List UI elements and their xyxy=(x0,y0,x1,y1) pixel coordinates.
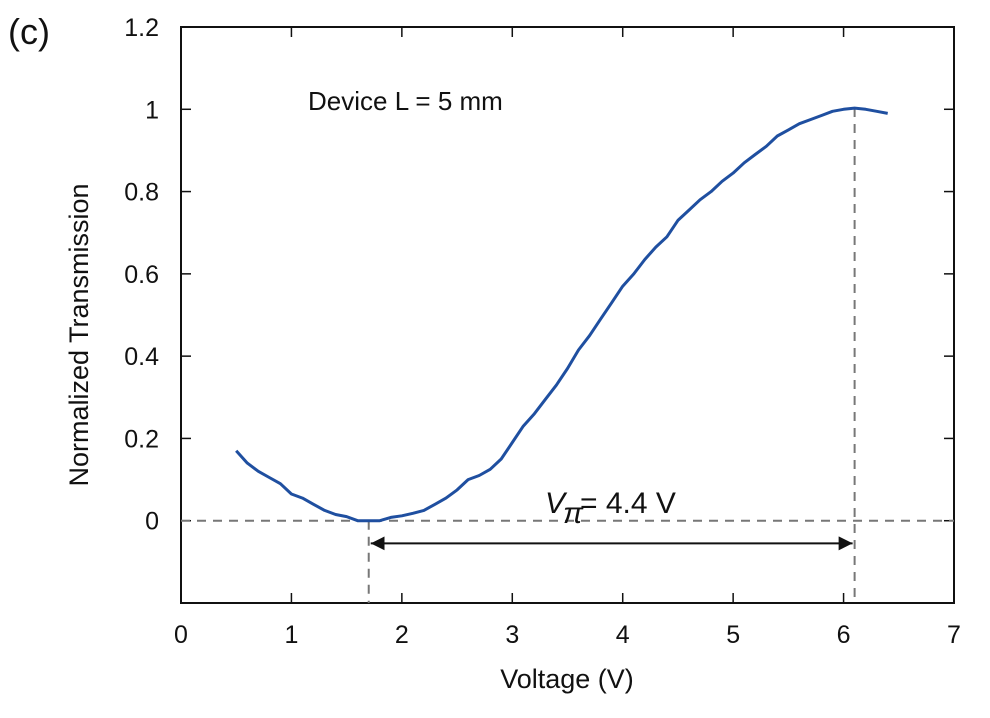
vpi-symbol: V xyxy=(545,487,568,520)
reference-lines xyxy=(181,108,954,603)
y-tick-label: 0.2 xyxy=(124,425,159,453)
y-tick-label: 1 xyxy=(145,96,159,124)
x-tick-label: 6 xyxy=(837,621,851,649)
y-tick-label: 0 xyxy=(145,508,159,536)
x-tick-label: 4 xyxy=(616,621,630,649)
device-annotation: Device L = 5 mm xyxy=(308,86,503,116)
x-tick-label: 5 xyxy=(726,621,740,649)
x-tick-label: 0 xyxy=(174,621,188,649)
x-tick-label: 2 xyxy=(395,621,409,649)
y-axis-label: Normalized Transmission xyxy=(64,183,94,486)
x-tick-label: 1 xyxy=(284,621,298,649)
y-tick-label: 0.6 xyxy=(124,261,159,289)
transmission-series-line xyxy=(235,106,888,523)
panel-label: (c) xyxy=(8,11,50,52)
plot-frame xyxy=(180,26,955,604)
y-tick-label: 1.2 xyxy=(124,14,159,42)
ticks-group: 0 1 2 3 4 5 6 7 0 0.2 0.4 0.6 0.8 1 1.2 xyxy=(124,14,961,649)
x-axis-label: Voltage (V) xyxy=(500,664,634,694)
x-tick-label: 7 xyxy=(947,621,961,649)
vpi-annotation: V π = 4.4 V xyxy=(545,487,676,530)
vpi-value: = 4.4 V xyxy=(580,487,676,520)
vpi-subscript: π xyxy=(563,497,584,530)
y-tick-label: 0.4 xyxy=(124,343,159,371)
y-tick-label: 0.8 xyxy=(124,179,159,207)
x-tick-label: 3 xyxy=(505,621,519,649)
